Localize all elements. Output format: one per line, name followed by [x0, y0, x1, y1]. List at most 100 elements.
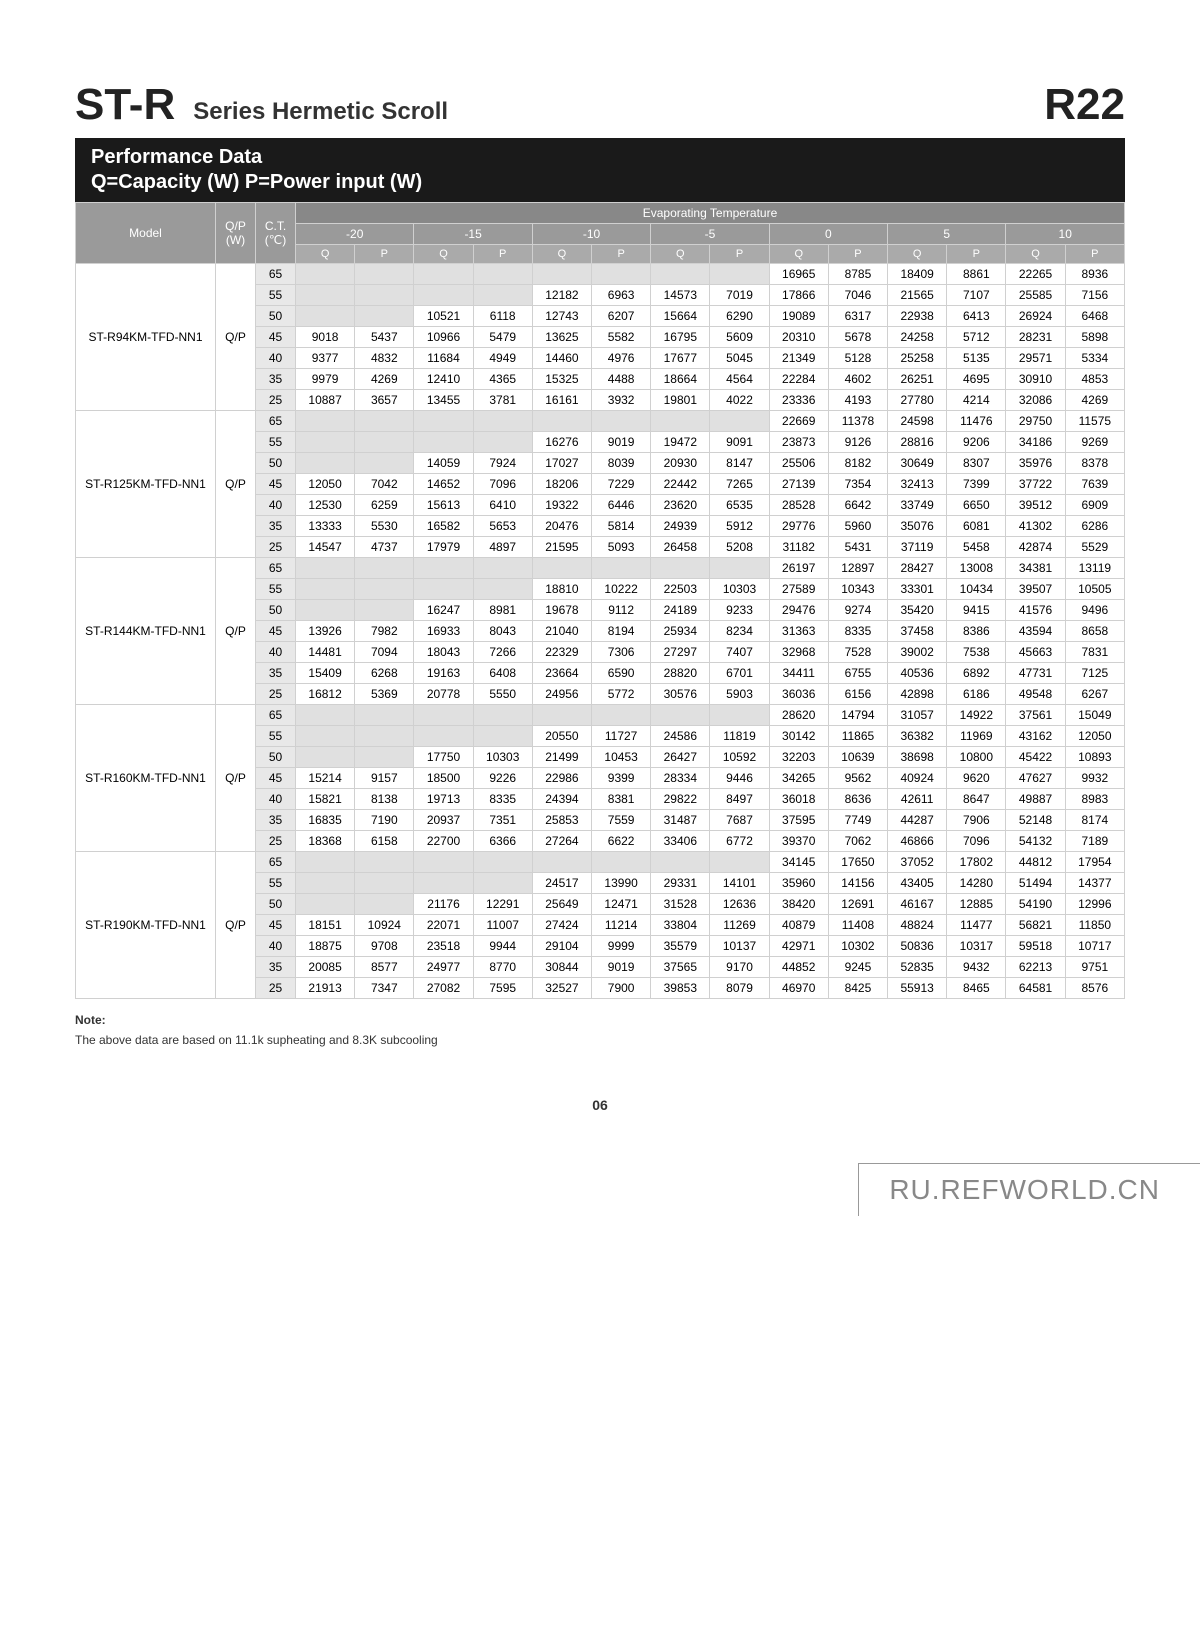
data-cell: 34265 [769, 768, 828, 789]
ct-value: 45 [256, 621, 296, 642]
data-cell [355, 411, 414, 432]
data-cell: 17677 [651, 348, 710, 369]
data-cell: 5369 [355, 684, 414, 705]
data-cell [414, 873, 473, 894]
data-cell: 42898 [888, 684, 947, 705]
data-cell: 11408 [828, 915, 887, 936]
data-cell: 37458 [888, 621, 947, 642]
data-cell: 6267 [1065, 684, 1124, 705]
hdr-temp: -5 [651, 224, 769, 245]
data-cell: 49548 [1006, 684, 1065, 705]
data-cell: 8335 [828, 621, 887, 642]
data-cell: 14059 [414, 453, 473, 474]
data-cell: 5479 [473, 327, 532, 348]
data-cell: 35420 [888, 600, 947, 621]
page-number: 06 [75, 1097, 1125, 1113]
data-cell: 11378 [828, 411, 887, 432]
data-cell: 27780 [888, 390, 947, 411]
data-cell [296, 264, 355, 285]
data-cell: 13990 [592, 873, 651, 894]
data-cell: 43162 [1006, 726, 1065, 747]
ct-value: 55 [256, 579, 296, 600]
data-cell: 6268 [355, 663, 414, 684]
data-cell [473, 726, 532, 747]
data-cell: 15613 [414, 495, 473, 516]
data-cell: 54190 [1006, 894, 1065, 915]
data-cell: 5045 [710, 348, 769, 369]
data-cell [296, 726, 355, 747]
data-cell: 39853 [651, 978, 710, 999]
data-cell: 9620 [947, 768, 1006, 789]
data-cell: 14547 [296, 537, 355, 558]
data-cell: 12291 [473, 894, 532, 915]
data-cell: 33749 [888, 495, 947, 516]
data-cell [473, 411, 532, 432]
data-cell: 8386 [947, 621, 1006, 642]
data-cell [592, 264, 651, 285]
data-cell: 28620 [769, 705, 828, 726]
data-cell [355, 852, 414, 873]
data-cell: 6317 [828, 306, 887, 327]
data-cell: 28231 [1006, 327, 1065, 348]
data-cell: 10521 [414, 306, 473, 327]
data-cell: 27139 [769, 474, 828, 495]
ct-value: 50 [256, 306, 296, 327]
data-cell: 43594 [1006, 621, 1065, 642]
data-cell: 17750 [414, 747, 473, 768]
data-cell: 15325 [532, 369, 591, 390]
data-cell: 24977 [414, 957, 473, 978]
hdr-qp-sub: Q [296, 245, 355, 264]
data-cell: 25506 [769, 453, 828, 474]
data-cell [710, 411, 769, 432]
ct-value: 65 [256, 264, 296, 285]
data-cell: 38420 [769, 894, 828, 915]
data-cell: 17866 [769, 285, 828, 306]
data-cell: 31528 [651, 894, 710, 915]
data-cell: 9269 [1065, 432, 1124, 453]
data-cell: 7096 [473, 474, 532, 495]
data-cell: 7559 [592, 810, 651, 831]
data-cell: 5437 [355, 327, 414, 348]
data-cell: 14156 [828, 873, 887, 894]
data-cell: 8636 [828, 789, 887, 810]
data-cell: 21595 [532, 537, 591, 558]
data-cell: 9018 [296, 327, 355, 348]
data-cell: 8079 [710, 978, 769, 999]
note-text: The above data are based on 11.1k suphea… [75, 1033, 1125, 1047]
data-cell: 12050 [1065, 726, 1124, 747]
data-cell: 25934 [651, 621, 710, 642]
data-cell: 28816 [888, 432, 947, 453]
qp-label: Q/P [216, 411, 256, 558]
data-cell: 8981 [473, 600, 532, 621]
data-cell: 13119 [1065, 558, 1124, 579]
data-cell: 12885 [947, 894, 1006, 915]
data-cell: 9245 [828, 957, 887, 978]
data-cell: 5128 [828, 348, 887, 369]
data-cell: 7538 [947, 642, 1006, 663]
data-cell: 29104 [532, 936, 591, 957]
data-cell: 26458 [651, 537, 710, 558]
hdr-qp: Q/P (W) [216, 203, 256, 264]
ct-value: 65 [256, 411, 296, 432]
data-cell: 6158 [355, 831, 414, 852]
data-cell: 7265 [710, 474, 769, 495]
data-cell: 4488 [592, 369, 651, 390]
data-cell [414, 558, 473, 579]
data-cell: 9157 [355, 768, 414, 789]
data-cell [355, 285, 414, 306]
data-cell [414, 726, 473, 747]
data-cell: 42611 [888, 789, 947, 810]
data-cell: 8576 [1065, 978, 1124, 999]
data-cell: 12996 [1065, 894, 1124, 915]
data-cell: 39002 [888, 642, 947, 663]
data-cell: 42874 [1006, 537, 1065, 558]
data-cell: 10434 [947, 579, 1006, 600]
data-cell: 16795 [651, 327, 710, 348]
data-cell: 40879 [769, 915, 828, 936]
ct-value: 55 [256, 873, 296, 894]
data-cell: 6413 [947, 306, 1006, 327]
data-cell: 8658 [1065, 621, 1124, 642]
data-cell: 15821 [296, 789, 355, 810]
data-cell: 10924 [355, 915, 414, 936]
data-cell: 9233 [710, 600, 769, 621]
